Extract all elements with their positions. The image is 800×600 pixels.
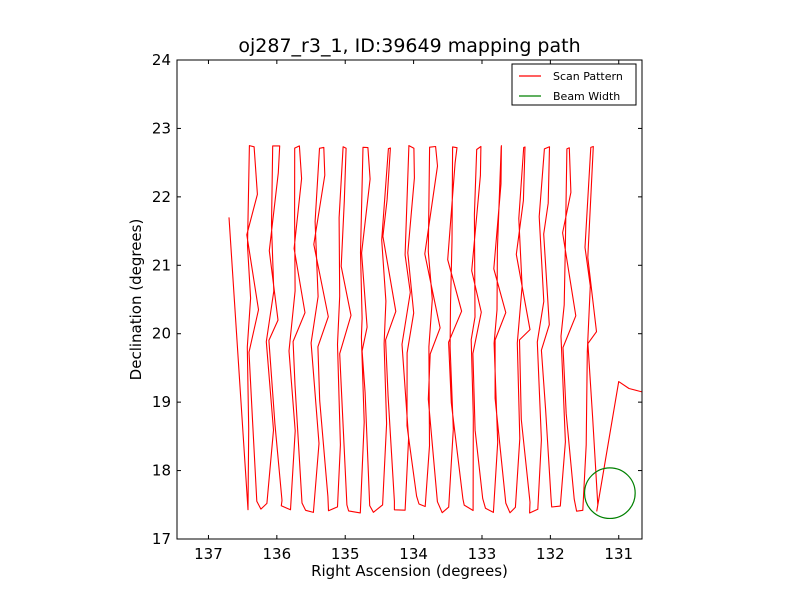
x-axis: 137 136 135 134 133 132 131 (194, 60, 633, 563)
plot-frame (176, 59, 643, 540)
legend: Scan Pattern Beam Width (511, 63, 637, 106)
y-axis: 17 18 19 20 21 22 23 24 (152, 51, 642, 548)
x-tick-label: 134 (399, 545, 428, 563)
x-tick-label: 135 (331, 545, 360, 563)
x-axis-label: Right Ascension (degrees) (311, 562, 508, 580)
y-tick-label: 22 (152, 188, 171, 206)
y-tick-label: 24 (152, 51, 171, 69)
y-tick-label: 17 (152, 530, 171, 548)
chart-title: oj287_r3_1, ID:39649 mapping path (238, 35, 580, 57)
scan-pattern-series (228, 145, 642, 514)
x-tick-label: 131 (604, 545, 633, 563)
y-tick-label: 21 (152, 256, 171, 274)
x-tick-label: 137 (194, 545, 223, 563)
legend-scan-pattern-label: Scan Pattern (553, 70, 623, 83)
x-tick-label: 133 (468, 545, 497, 563)
legend-box (511, 63, 637, 106)
y-tick-label: 18 (152, 462, 171, 480)
y-axis-label: Declination (degrees) (127, 219, 145, 381)
y-tick-label: 23 (152, 119, 171, 137)
beam-width-circle (583, 467, 636, 520)
scan-pattern-line (228, 145, 642, 514)
x-tick-label: 136 (263, 545, 292, 563)
y-tick-label: 19 (152, 393, 171, 411)
x-tick-label: 132 (536, 545, 565, 563)
legend-beam-width-label: Beam Width (553, 90, 620, 103)
y-tick-label: 20 (152, 325, 171, 343)
